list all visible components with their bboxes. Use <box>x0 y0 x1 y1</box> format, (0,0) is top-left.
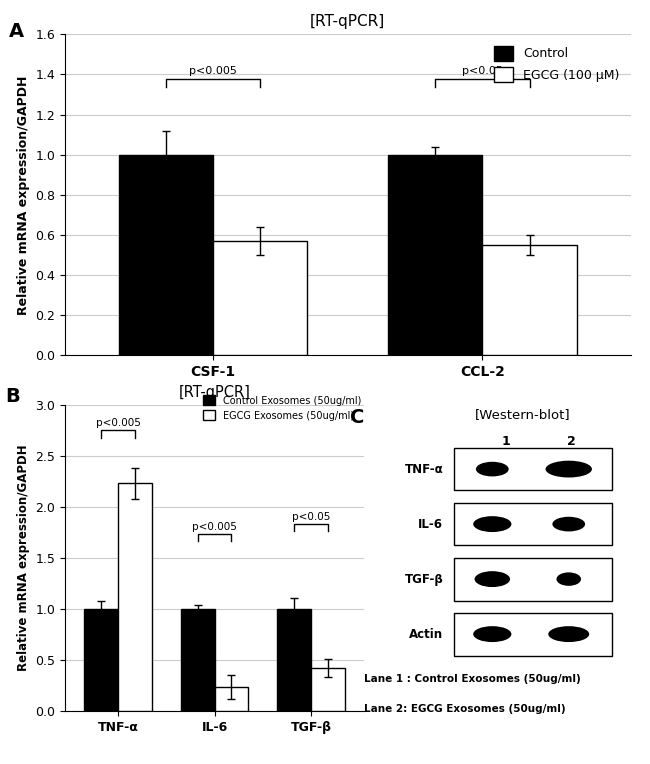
Text: p<0.05: p<0.05 <box>292 512 330 522</box>
Bar <box>119 154 213 355</box>
Bar <box>277 609 311 711</box>
Text: 2: 2 <box>567 435 576 448</box>
Ellipse shape <box>545 461 592 478</box>
Text: C: C <box>350 408 365 427</box>
Text: p<0.005: p<0.005 <box>192 523 237 533</box>
Text: TGF-β: TGF-β <box>404 572 443 586</box>
Bar <box>213 241 307 355</box>
Bar <box>454 448 612 490</box>
Ellipse shape <box>556 572 581 586</box>
Text: p<0.05: p<0.05 <box>462 66 503 76</box>
Text: Lane 1 : Control Exosomes (50ug/ml): Lane 1 : Control Exosomes (50ug/ml) <box>364 674 580 684</box>
Bar <box>118 484 152 711</box>
Title: [RT-qPCR]: [RT-qPCR] <box>179 384 250 400</box>
Bar <box>181 609 214 711</box>
Bar <box>388 154 482 355</box>
Text: B: B <box>5 387 20 406</box>
Bar <box>454 613 612 656</box>
Text: A: A <box>8 21 23 40</box>
Bar <box>311 668 344 711</box>
Text: p<0.005: p<0.005 <box>96 419 140 429</box>
Text: [Western-blot]: [Western-blot] <box>474 408 570 421</box>
Legend: Control Exosomes (50ug/ml), EGCG Exosomes (50ug/ml): Control Exosomes (50ug/ml), EGCG Exosome… <box>200 391 365 425</box>
Text: Lane 2: EGCG Exosomes (50ug/ml): Lane 2: EGCG Exosomes (50ug/ml) <box>364 704 566 714</box>
Y-axis label: Relative mRNA expression/GAPDH: Relative mRNA expression/GAPDH <box>17 445 30 671</box>
Bar <box>84 609 118 711</box>
Text: TNF-α: TNF-α <box>404 462 443 476</box>
Bar <box>482 245 577 355</box>
Bar <box>214 687 248 711</box>
Title: [RT-qPCR]: [RT-qPCR] <box>310 14 385 29</box>
Text: p<0.005: p<0.005 <box>189 66 237 76</box>
Y-axis label: Relative mRNA expression/GAPDH: Relative mRNA expression/GAPDH <box>17 75 30 315</box>
Text: Actin: Actin <box>409 627 443 641</box>
Bar <box>454 503 612 545</box>
Ellipse shape <box>473 516 512 532</box>
Legend: Control, EGCG (100 μM): Control, EGCG (100 μM) <box>489 40 624 87</box>
Ellipse shape <box>476 461 509 477</box>
Ellipse shape <box>548 626 590 642</box>
Ellipse shape <box>552 516 585 532</box>
Bar <box>454 558 612 601</box>
Ellipse shape <box>473 626 512 642</box>
Text: IL-6: IL-6 <box>418 517 443 531</box>
Ellipse shape <box>474 571 510 587</box>
Text: 1: 1 <box>502 435 510 448</box>
